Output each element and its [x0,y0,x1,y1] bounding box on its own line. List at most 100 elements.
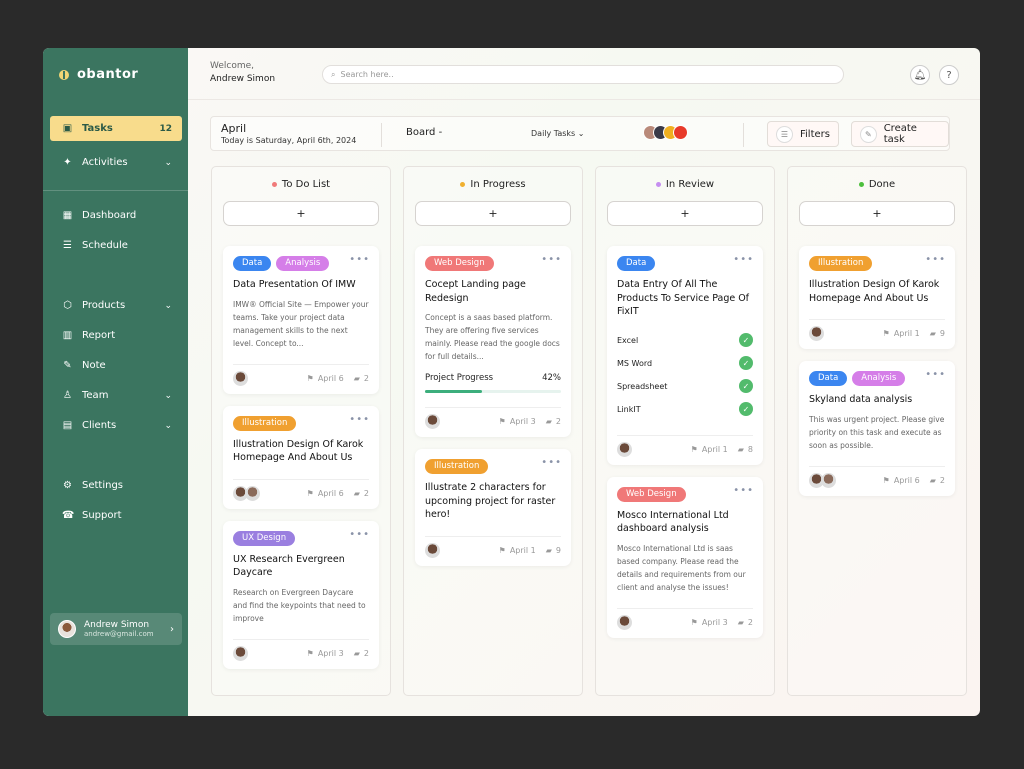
sidebar-item-schedule[interactable]: ☰ Schedule [50,233,182,258]
due-date: April 6 [317,488,344,498]
checklist-item[interactable]: LinkIT ✓ [617,398,753,421]
sidebar-item-dashboard[interactable]: ▦ Dashboard [50,203,182,228]
help-icon[interactable]: ? [939,65,959,85]
due-date: April 3 [509,417,536,426]
tag-badge[interactable]: UX Design [233,530,296,546]
more-options-icon[interactable]: ••• [541,457,562,468]
more-options-icon[interactable]: ••• [349,413,370,425]
card-title: Cocept Landing page Redesign [425,279,526,304]
checklist-item[interactable]: Spreadsheet ✓ [617,375,753,398]
task-card[interactable]: Data Analysis ••• Skyland data analysis This… [799,361,955,496]
task-card[interactable]: Illustration ••• Illustration Design Of Ka… [223,405,379,509]
search-icon: ⌕ [331,69,336,79]
tag-badge[interactable]: Data [233,256,272,271]
more-options-icon[interactable]: ••• [733,254,754,265]
comment-icon: ▰ [353,373,360,383]
add-task-button[interactable]: + [607,201,763,226]
sidebar-item-report[interactable]: ▥ Report [50,323,182,348]
avatar [425,542,440,558]
filters-button[interactable]: ☰ Filters [767,121,839,147]
column-title-text: In Review [665,179,715,190]
card-footer: ⚑ April 1 ▰ 9 [425,535,561,558]
more-options-icon[interactable]: ••• [541,254,562,265]
user-email: andrew@gmail.com [84,630,154,638]
task-card[interactable]: Data Analysis ••• Data Presentation Of IMW I… [223,246,379,394]
team-avatars[interactable] [643,125,688,140]
sidebar-item-tasks[interactable]: ▣ Tasks 12 [50,116,182,141]
sidebar-item-settings[interactable]: ⚙ Settings [50,473,182,498]
progress-row: Project Progress 42% [425,373,561,383]
progress-label: Project Progress [425,373,494,383]
comment-icon: ▰ [929,475,936,485]
card-list: Data Analysis ••• Data Presentation Of IMW I… [223,246,379,669]
sidebar-item-clients[interactable]: ▤ Clients ⌄ [50,413,182,438]
sidebar-item-label: Schedule [82,240,128,251]
task-card[interactable]: Illustration ••• Illustrate 2 characters f… [415,449,571,566]
app-window: obantor ▣ Tasks 12 ✦ Activities ⌄ ▦ Dashboard ☰ S… [43,48,980,716]
box-icon: ⬡ [63,300,72,311]
sidebar-item-label: Note [82,360,106,371]
more-options-icon[interactable]: ••• [925,254,946,265]
brand-name: obantor [77,67,139,82]
add-task-button[interactable]: + [799,201,955,226]
card-list: Web Design ••• Cocept Landing page Redesig… [415,246,571,566]
sidebar-item-products[interactable]: ⬡ Products ⌄ [50,293,182,318]
logo-icon [59,69,69,80]
add-task-button[interactable]: + [415,201,571,226]
tag-badge[interactable]: Illustration [425,459,489,474]
tag-badge[interactable]: Illustration [233,415,297,431]
tag-badge[interactable]: Web Design [617,486,686,502]
more-options-icon[interactable]: ••• [733,484,754,496]
create-task-button[interactable]: ✎ Create task [851,121,949,147]
sidebar-item-activities[interactable]: ✦ Activities ⌄ [50,150,182,175]
sidebar-item-team[interactable]: ♙ Team ⌄ [50,383,182,408]
card-footer: ⚑ April 3 ▰ 2 [233,638,369,661]
grid-icon: ▦ [62,210,73,221]
welcome-label: Welcome, [210,61,255,71]
check-icon: ✓ [739,379,753,393]
more-options-icon[interactable]: ••• [349,528,370,540]
add-task-button[interactable]: + [223,201,379,226]
task-card[interactable]: Web Design ••• Cocept Landing page Redesig… [415,246,571,437]
task-card[interactable]: Illustration ••• Illustration Design Of Ka… [799,246,955,349]
card-title: Illustrate 2 characters for upcoming pro… [425,482,556,520]
filters-label: Filters [800,128,830,140]
task-card[interactable]: UX Design ••• UX Research Evergreen Daycar… [223,520,379,669]
column-title-text: To Do List [281,179,331,190]
task-card[interactable]: Web Design ••• Mosco International Ltd das… [607,476,763,638]
tag-badge[interactable]: Data [617,256,656,271]
search-input[interactable]: ⌕ Search here.. [322,65,844,84]
task-card[interactable]: Data ••• Data Entry Of All The Products To… [607,246,763,465]
bell-icon[interactable]: 🔔︎ [910,65,930,85]
status-dot [460,182,466,187]
sidebar-item-support[interactable]: ☎ Support [50,503,182,528]
month-title: April [221,122,247,135]
card-footer: ⚑ April 1 ▰ 9 [809,319,945,341]
daily-tasks-dropdown[interactable]: Daily Tasks ⌄ [531,129,585,138]
chevron-down-icon: ⌄ [164,390,172,401]
more-options-icon[interactable]: ••• [349,254,370,265]
checklist-item[interactable]: MS Word ✓ [617,352,753,375]
card-title: Data Entry Of All The Products To Servic… [617,279,750,317]
tag-badge[interactable]: Analysis [276,256,330,271]
sidebar-item-note[interactable]: ✎ Note [50,353,182,378]
check-icon: ✓ [739,356,753,370]
card-description: This was urgent project. Please give pri… [809,414,945,450]
chevron-down-icon: ⌄ [164,420,172,431]
card-title: Data Presentation Of IMW [233,279,356,290]
logo[interactable]: obantor [59,67,138,82]
user-profile-button[interactable]: Andrew Simon andrew@gmail.com › [50,613,182,645]
more-options-icon[interactable]: ••• [925,369,946,380]
board-view-dropdown[interactable]: Board ‐ [406,127,443,138]
avatar [58,620,76,638]
comment-icon: ▰ [545,545,552,555]
checklist-item[interactable]: Excel ✓ [617,329,753,352]
tag-badge[interactable]: Web Design [425,256,494,271]
tag-badge[interactable]: Illustration [809,256,873,271]
support-icon: ☎ [62,510,75,521]
tag-badge[interactable]: Analysis [852,371,906,386]
checklist-label: Spreadsheet [617,381,668,391]
tag-badge[interactable]: Data [809,371,848,386]
avatar [425,414,440,429]
comment-count: 2 [747,617,753,627]
